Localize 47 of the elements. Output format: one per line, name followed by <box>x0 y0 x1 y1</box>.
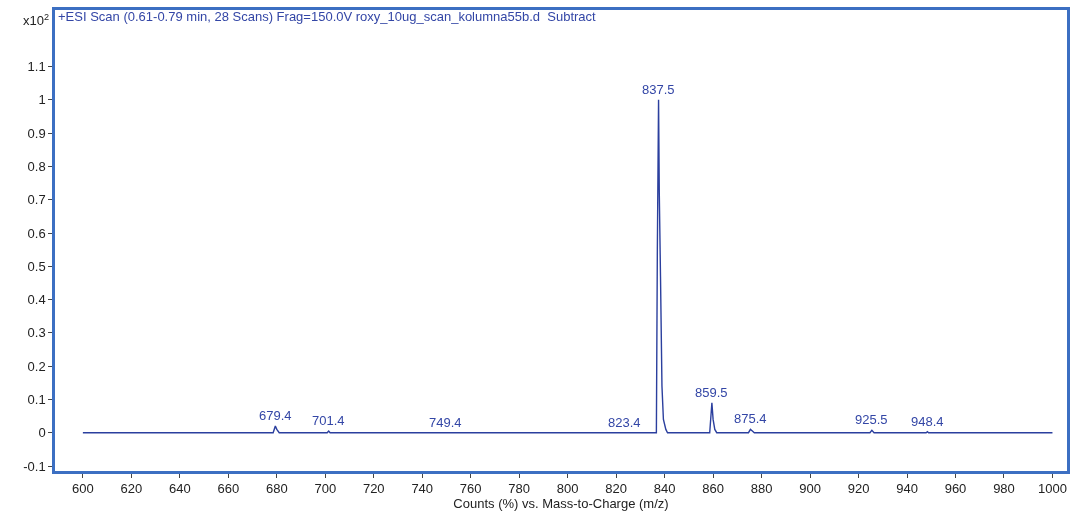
annotation: 859.5 <box>695 385 728 400</box>
x-tick-label: 1000 <box>1038 481 1067 497</box>
x-axis-title: Counts (%) vs. Mass-to-Charge (m/z) <box>453 496 669 512</box>
x-tick-label: 960 <box>944 481 967 497</box>
x-tick-label: 980 <box>993 481 1015 497</box>
y-tick-label: 0.4 <box>27 292 46 308</box>
line-series <box>82 99 1054 434</box>
annotation: 679.4 <box>259 408 292 423</box>
y-tick-label: 0.3 <box>27 325 46 341</box>
y-tick-label: 0.1 <box>27 391 46 407</box>
y-tick-label: 0.2 <box>27 358 46 374</box>
y-tick-label: 0.6 <box>27 225 46 241</box>
y-tick-label: 0.8 <box>27 158 46 174</box>
annotation: 875.4 <box>734 411 767 426</box>
y-tick-label: 1 <box>38 92 46 108</box>
y-tick-label: 0.5 <box>27 258 46 274</box>
chart-title: +ESI Scan (0.61-0.79 min, 28 Scans) Frag=150.0V roxy_10ug_scan_kolumna55b.d Subtract <box>58 9 597 25</box>
x-tick-label: 900 <box>799 481 821 497</box>
annotation: 837.5 <box>642 82 675 97</box>
x-tick-label: 600 <box>72 481 94 497</box>
y-tick-label: 0 <box>38 425 46 441</box>
y-tick-label: 1.1 <box>27 59 46 75</box>
annotation: 823.4 <box>608 415 641 430</box>
y-tick-label: -0.1 <box>23 458 46 474</box>
x-tick-label: 820 <box>605 481 627 497</box>
x-tick-label: 940 <box>896 481 918 497</box>
x-tick-label: 800 <box>556 481 579 497</box>
x-tick-label: 860 <box>702 481 724 497</box>
x-tick-label: 880 <box>750 481 773 497</box>
x-tick-label: 660 <box>217 481 240 497</box>
x-tick-label: 620 <box>120 481 143 497</box>
x-tick-label: 700 <box>314 481 337 497</box>
annotation: 749.4 <box>429 415 462 430</box>
x-tick-label: 680 <box>265 481 288 497</box>
x-tick-label: 640 <box>168 481 191 497</box>
x-tick-label: 720 <box>362 481 385 497</box>
annotation: 948.4 <box>911 414 944 429</box>
x-tick-label: 760 <box>459 481 482 497</box>
y-tick-label: 0.9 <box>27 125 46 141</box>
annotation: 925.5 <box>855 412 888 427</box>
x-tick-label: 740 <box>411 481 434 497</box>
annotation: 701.4 <box>312 413 345 428</box>
y-tick-label: 0.7 <box>27 192 46 208</box>
x-tick-label: 780 <box>508 481 531 497</box>
x-tick-label: 840 <box>653 481 676 497</box>
x-tick-label: 920 <box>847 481 870 497</box>
text: x10$^{2}$ <box>23 12 50 29</box>
